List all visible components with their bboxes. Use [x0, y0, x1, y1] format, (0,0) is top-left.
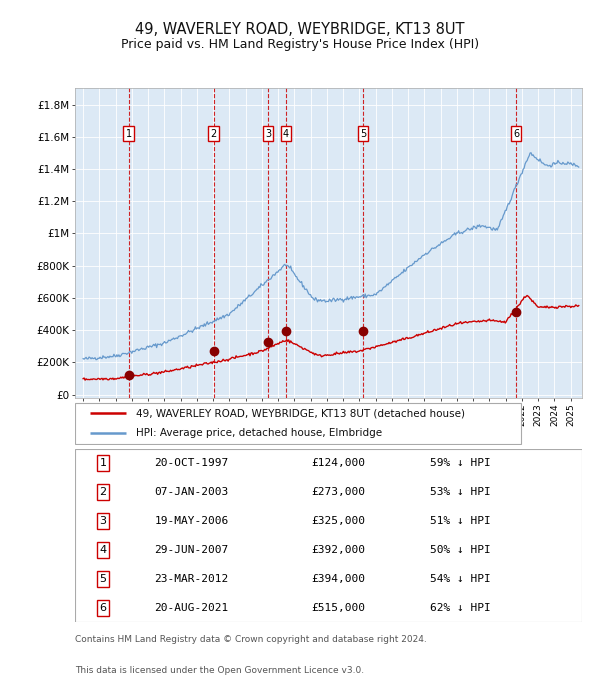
Text: 49, WAVERLEY ROAD, WEYBRIDGE, KT13 8UT: 49, WAVERLEY ROAD, WEYBRIDGE, KT13 8UT: [135, 22, 465, 37]
Text: 53% ↓ HPI: 53% ↓ HPI: [430, 487, 491, 497]
Text: 6: 6: [100, 602, 106, 613]
FancyBboxPatch shape: [75, 403, 521, 443]
Text: 54% ↓ HPI: 54% ↓ HPI: [430, 574, 491, 584]
Text: Price paid vs. HM Land Registry's House Price Index (HPI): Price paid vs. HM Land Registry's House …: [121, 38, 479, 52]
Text: 5: 5: [100, 574, 106, 584]
Text: 3: 3: [100, 516, 106, 526]
Text: £325,000: £325,000: [311, 516, 365, 526]
Text: This data is licensed under the Open Government Licence v3.0.: This data is licensed under the Open Gov…: [75, 666, 364, 675]
Text: 59% ↓ HPI: 59% ↓ HPI: [430, 458, 491, 469]
Text: 50% ↓ HPI: 50% ↓ HPI: [430, 545, 491, 555]
Text: £273,000: £273,000: [311, 487, 365, 497]
Text: Contains HM Land Registry data © Crown copyright and database right 2024.: Contains HM Land Registry data © Crown c…: [75, 635, 427, 645]
Text: 2: 2: [211, 129, 217, 139]
Text: 4: 4: [283, 129, 289, 139]
Text: 07-JAN-2003: 07-JAN-2003: [154, 487, 229, 497]
FancyBboxPatch shape: [75, 449, 582, 622]
Text: £394,000: £394,000: [311, 574, 365, 584]
Text: 29-JUN-2007: 29-JUN-2007: [154, 545, 229, 555]
Text: 6: 6: [513, 129, 519, 139]
Text: £124,000: £124,000: [311, 458, 365, 469]
Text: 49, WAVERLEY ROAD, WEYBRIDGE, KT13 8UT (detached house): 49, WAVERLEY ROAD, WEYBRIDGE, KT13 8UT (…: [136, 408, 465, 418]
Text: £392,000: £392,000: [311, 545, 365, 555]
Text: 1: 1: [100, 458, 106, 469]
Text: 20-AUG-2021: 20-AUG-2021: [154, 602, 229, 613]
Text: 5: 5: [360, 129, 366, 139]
Text: 2: 2: [100, 487, 106, 497]
Text: £515,000: £515,000: [311, 602, 365, 613]
Text: HPI: Average price, detached house, Elmbridge: HPI: Average price, detached house, Elmb…: [136, 428, 382, 439]
Text: 1: 1: [125, 129, 131, 139]
Text: 51% ↓ HPI: 51% ↓ HPI: [430, 516, 491, 526]
Text: 4: 4: [100, 545, 106, 555]
Text: 3: 3: [265, 129, 271, 139]
Text: 20-OCT-1997: 20-OCT-1997: [154, 458, 229, 469]
Text: 62% ↓ HPI: 62% ↓ HPI: [430, 602, 491, 613]
Text: 23-MAR-2012: 23-MAR-2012: [154, 574, 229, 584]
Text: 19-MAY-2006: 19-MAY-2006: [154, 516, 229, 526]
